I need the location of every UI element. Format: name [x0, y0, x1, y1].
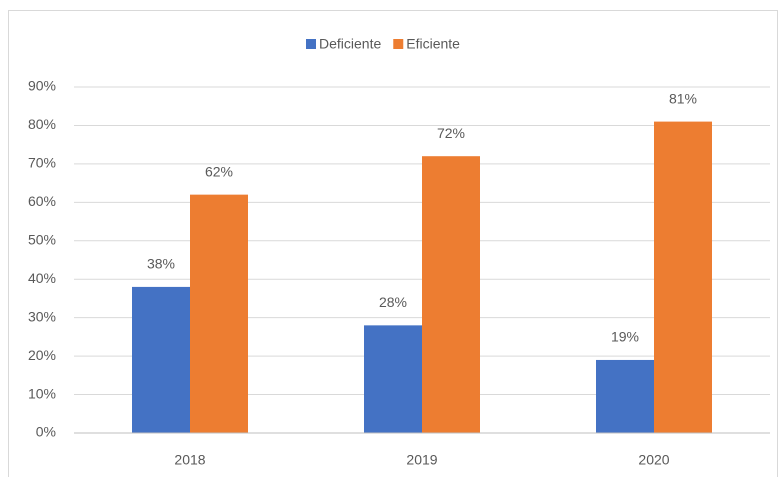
- y-tick-label: 0%: [36, 424, 56, 440]
- legend-label: Deficiente: [319, 36, 381, 52]
- value-label: 28%: [379, 294, 407, 310]
- y-tick-label: 30%: [28, 308, 56, 324]
- value-label: 81%: [669, 90, 697, 106]
- bar: [596, 359, 654, 433]
- y-tick-label: 60%: [28, 193, 56, 209]
- y-tick-label: 50%: [28, 231, 56, 247]
- x-tick-label: 2019: [406, 452, 437, 468]
- x-tick-label: 2018: [174, 452, 205, 468]
- bar: [654, 121, 712, 433]
- legend-swatch: [393, 39, 404, 49]
- y-tick-label: 70%: [28, 155, 56, 171]
- y-tick-label: 40%: [28, 270, 56, 286]
- bar: [422, 156, 480, 433]
- x-tick-label: 2020: [638, 452, 669, 468]
- bar: [364, 325, 422, 433]
- legend-swatch: [306, 39, 316, 49]
- legend-label: Eficiente: [406, 36, 460, 52]
- bar: [132, 286, 190, 433]
- bar: [190, 194, 248, 433]
- y-tick-label: 10%: [28, 385, 56, 401]
- y-tick-label: 80%: [28, 116, 56, 132]
- y-tick-label: 20%: [28, 347, 56, 363]
- value-label: 19%: [611, 329, 639, 345]
- value-label: 38%: [147, 256, 175, 272]
- value-label: 72%: [437, 125, 465, 141]
- y-tick-label: 90%: [28, 78, 56, 94]
- value-label: 62%: [205, 163, 233, 179]
